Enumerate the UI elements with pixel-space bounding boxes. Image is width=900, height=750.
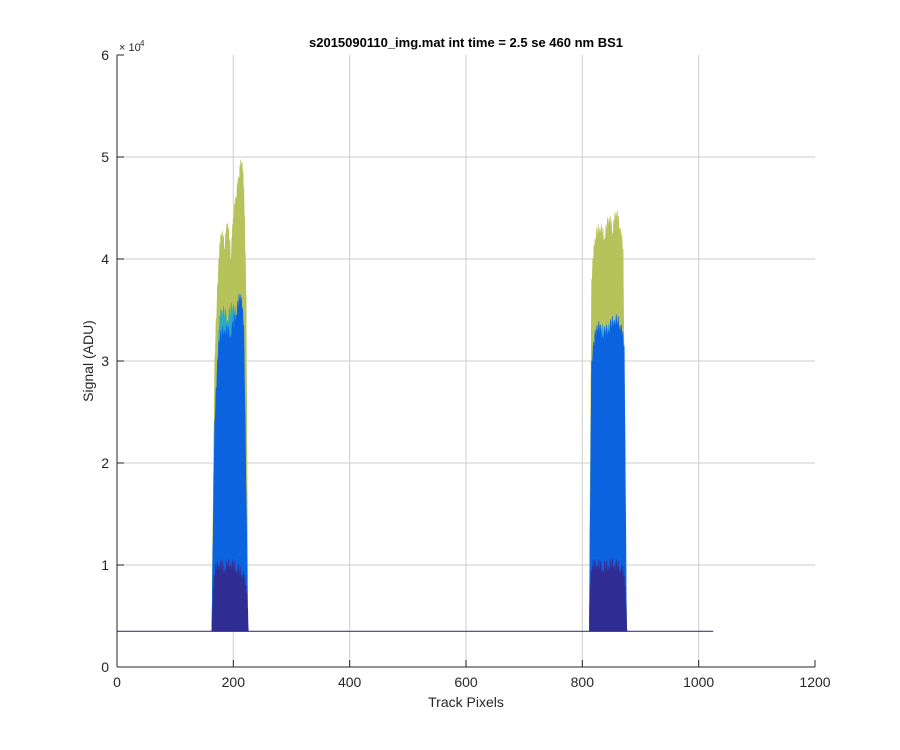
y-tick-label-5: 5 <box>101 149 109 165</box>
x-tick-label-1: 200 <box>222 674 246 690</box>
x-ticks: 0 200 400 600 800 1000 1200 <box>113 660 831 690</box>
y-tick-label-1: 1 <box>101 557 109 573</box>
y-tick-label-3: 3 <box>101 353 109 369</box>
x-tick-label-4: 800 <box>571 674 595 690</box>
y-tick-label-0: 0 <box>101 659 109 675</box>
x-tick-label-6: 1200 <box>799 674 830 690</box>
y-axis-label: Signal (ADU) <box>80 320 96 402</box>
y-exponent-power: 4 <box>140 39 145 48</box>
x-tick-label-5: 1000 <box>683 674 714 690</box>
x-tick-label-0: 0 <box>113 674 121 690</box>
data-marks <box>117 159 714 632</box>
peak-2-layer-3 <box>589 314 627 632</box>
x-axis-label: Track Pixels <box>428 694 504 710</box>
x-tick-label-3: 600 <box>454 674 478 690</box>
y-tick-label-2: 2 <box>101 455 109 471</box>
y-tick-label-4: 4 <box>101 251 109 267</box>
chart-title: s2015090110_img.mat int time = 2.5 se 46… <box>309 35 623 50</box>
peak-1-layer-3 <box>211 293 249 632</box>
x-tick-label-2: 400 <box>338 674 362 690</box>
peak-2-layer-4 <box>589 558 628 632</box>
peak-1-layer-4 <box>211 559 249 632</box>
y-exponent-label: × 10 <box>119 42 141 54</box>
y-ticks: 0 1 2 3 4 5 6 <box>101 47 124 675</box>
y-tick-label-6: 6 <box>101 47 109 63</box>
